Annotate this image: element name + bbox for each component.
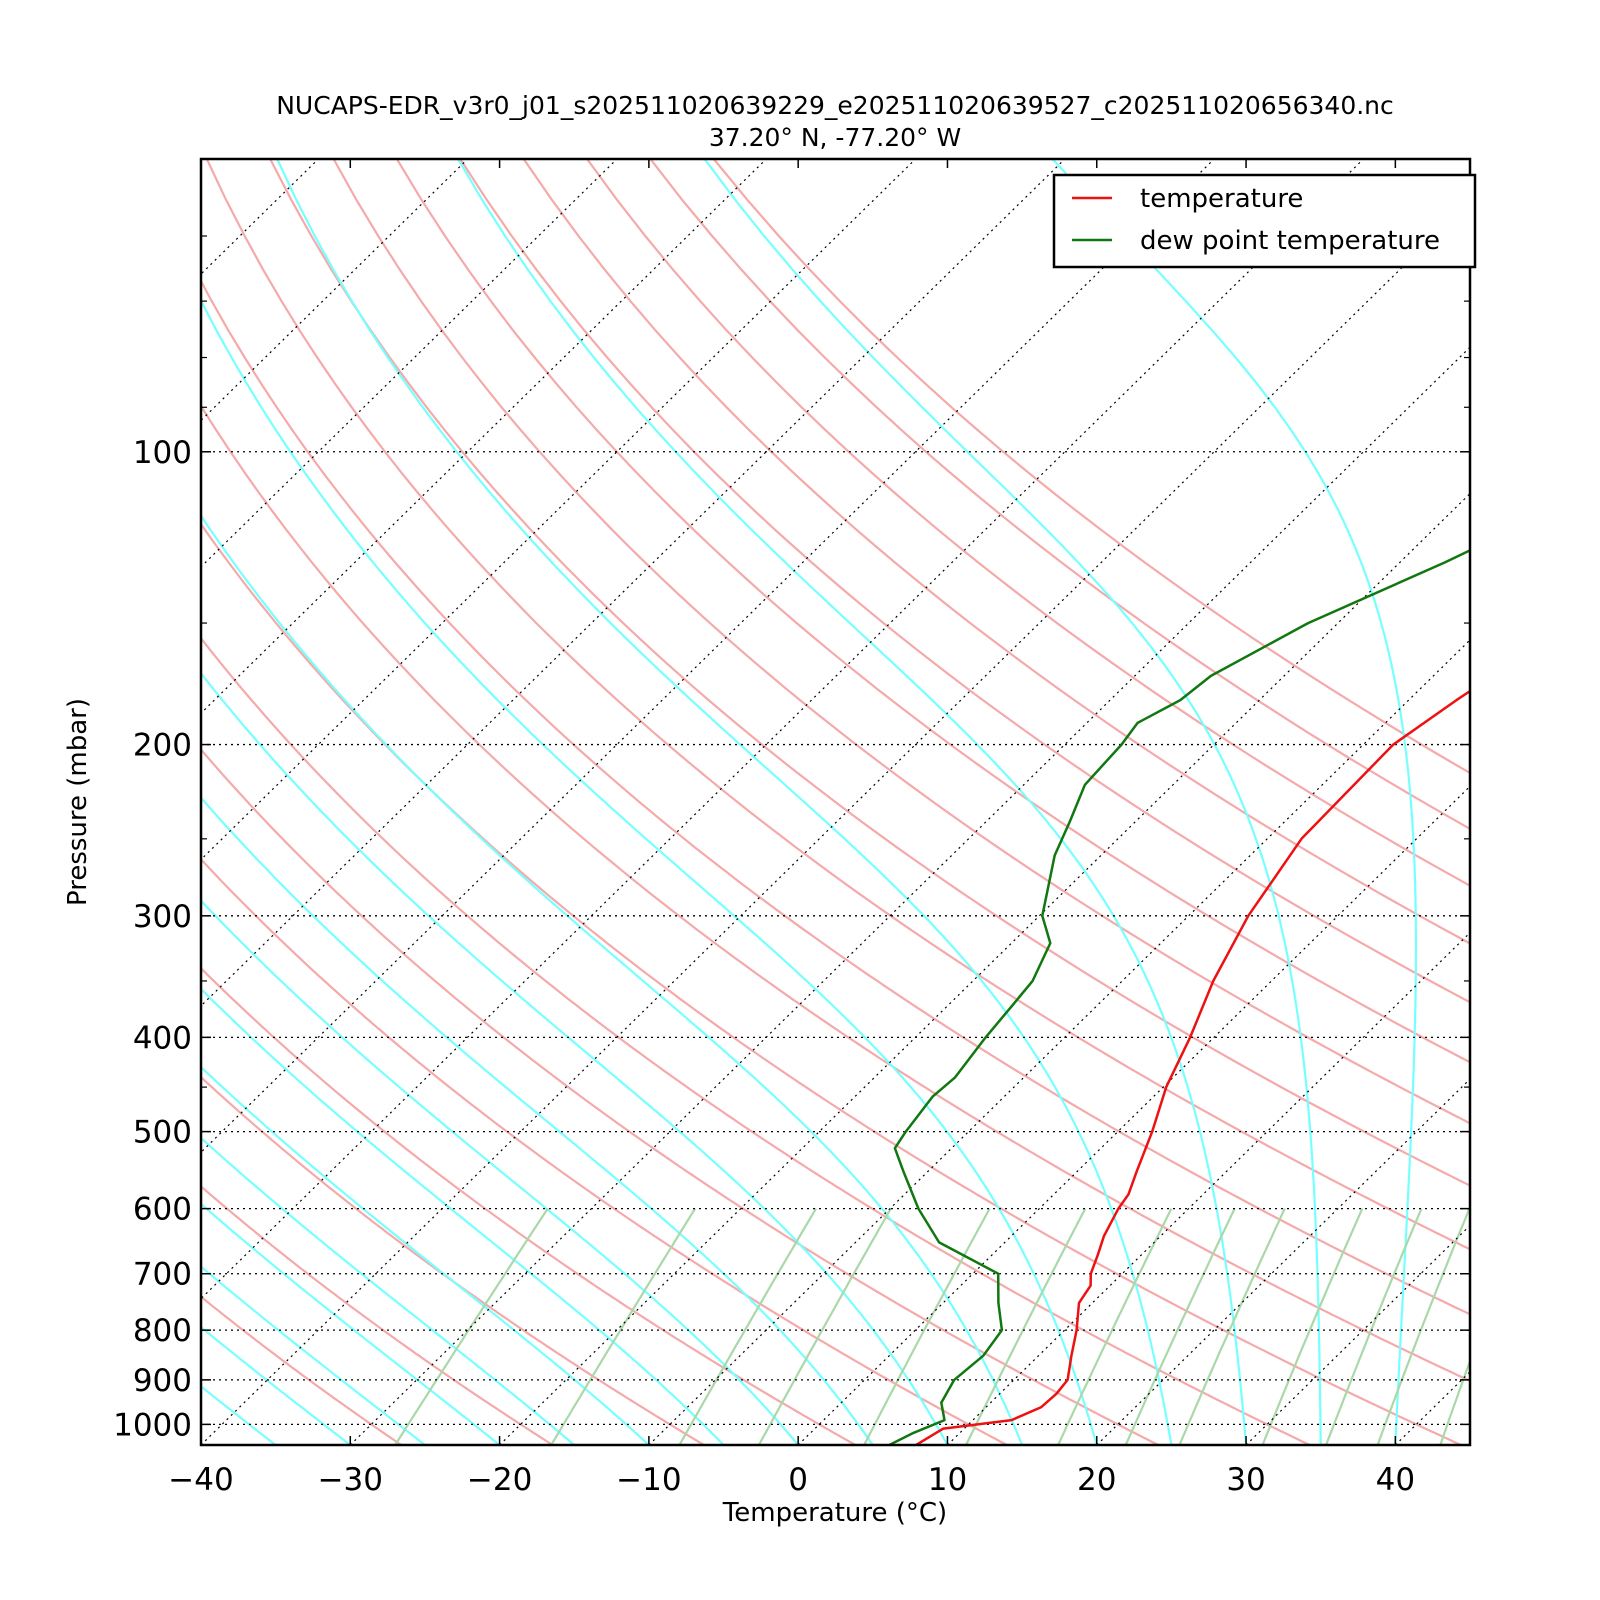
mixing-ratio-line: [863, 1208, 991, 1445]
x-tick-label: −40: [168, 1462, 233, 1498]
dry-adiabat-line: [201, 636, 1311, 1445]
x-tick-label: 30: [1226, 1462, 1265, 1498]
moist-adiabat-line: [457, 159, 1248, 1445]
temperature-line: [915, 689, 1470, 1445]
isotherm-line: [349, 346, 1470, 1445]
y-tick-label: 600: [133, 1192, 192, 1228]
dry-adiabat-line: [649, 159, 1470, 831]
moist-adiabat-line: [201, 1065, 650, 1445]
y-tick-label: 1000: [113, 1407, 192, 1443]
dry-adiabats: [201, 159, 1470, 1445]
dry-adiabat-line: [201, 1075, 705, 1445]
dry-adiabat-line: [586, 159, 1470, 887]
x-tick-label: 0: [788, 1462, 808, 1498]
dewpoint-line: [888, 548, 1470, 1445]
isotherm-line: [201, 159, 618, 568]
dry-adiabat-line: [201, 747, 1159, 1445]
y-tick-label: 300: [133, 899, 192, 935]
isotherm-line: [201, 159, 1066, 1007]
x-axis-label: Temperature (°C): [722, 1498, 947, 1528]
legend: temperature dew point temperature: [1052, 173, 1477, 269]
isotherm-line: [201, 159, 767, 715]
x-axis-ticks: −40 −30 −20 −10 0 10 20 30 40: [168, 159, 1415, 1498]
sounding-series: [888, 548, 1470, 1445]
dry-adiabat-line: [332, 159, 1470, 1125]
y-tick-label: 200: [133, 728, 192, 764]
y-tick-label: 800: [133, 1313, 192, 1349]
dry-adiabat-line: [459, 159, 1470, 1004]
isotherm-line: [201, 159, 469, 422]
isotherm-line: [947, 931, 1470, 1445]
y-axis-ticks: 100 200 300 400 500 600 700 800 900 1000: [113, 235, 1470, 1443]
dry-adiabat-line: [201, 857, 1008, 1445]
isotherm-grid: [201, 159, 1470, 1445]
moist-adiabat-line: [201, 1202, 501, 1445]
moist-adiabat-line: [201, 513, 1024, 1445]
isotherm-line: [648, 639, 1470, 1445]
dry-adiabat-line: [201, 404, 1470, 1383]
y-tick-label: 500: [133, 1115, 192, 1151]
isobar-grid: [201, 451, 1470, 1426]
y-tick-label: 100: [133, 435, 192, 471]
mixing-ratio-line: [1325, 1208, 1423, 1445]
dry-adiabat-line: [201, 1295, 402, 1445]
legend-label-dewpoint: dew point temperature: [1140, 226, 1440, 256]
chart-subtitle: 37.20° N, -77.20° W: [709, 123, 961, 152]
x-tick-label: 20: [1077, 1462, 1116, 1498]
mixing-ratio-line: [394, 1207, 549, 1445]
mixing-ratio-line: [1124, 1208, 1236, 1445]
isotherm-line: [201, 159, 1364, 1300]
plot-area: [201, 159, 1470, 1445]
isotherm-line: [797, 785, 1470, 1445]
legend-label-temperature: temperature: [1140, 184, 1303, 214]
mixing-ratio-line: [1261, 1208, 1364, 1445]
plot-frame: [199, 157, 1472, 1447]
isotherm-line: [201, 159, 916, 861]
mixing-ratio-line: [550, 1208, 697, 1445]
mixing-ratio-line: [1376, 1208, 1470, 1445]
moist-adiabat-line: [201, 987, 725, 1445]
isotherm-line: [499, 492, 1470, 1445]
x-tick-label: −10: [616, 1462, 681, 1498]
mixing-ratio-line: [757, 1208, 892, 1445]
chart-title: NUCAPS-EDR_v3r0_j01_s202511020639229_e20…: [276, 91, 1394, 120]
moist-adiabat-line: [201, 796, 874, 1445]
y-tick-label: 400: [133, 1020, 192, 1056]
legend-frame: [1052, 173, 1477, 269]
dry-adiabat-line: [269, 159, 1470, 1187]
isotherm-line: [1096, 1078, 1470, 1445]
mixing-ratio-line: [678, 1208, 817, 1445]
isotherm-line: [201, 159, 1215, 1154]
y-tick-label: 900: [133, 1363, 192, 1399]
moist-adiabat-line: [201, 298, 1098, 1445]
dry-adiabat-line: [395, 159, 1470, 1064]
moist-adiabat-line: [201, 1265, 426, 1445]
x-tick-label: −20: [467, 1462, 532, 1498]
dry-adiabat-line: [201, 278, 1470, 1316]
isotherm-line: [201, 200, 1470, 1445]
x-tick-label: −30: [318, 1462, 383, 1498]
moist-adiabat-line: [201, 1136, 575, 1445]
dry-adiabat-line: [522, 159, 1470, 945]
dry-adiabat-line: [205, 159, 1470, 1251]
y-axis-label: Pressure (mbar): [63, 698, 93, 906]
moist-adiabat-line: [201, 1325, 351, 1445]
moist-adiabat-line: [1051, 159, 1418, 1445]
mixing-ratio-line: [965, 1208, 1087, 1445]
x-tick-label: 10: [928, 1462, 967, 1498]
mixing-ratio-lines: [394, 1207, 1470, 1445]
mixing-ratio-line: [1439, 1358, 1470, 1445]
y-tick-label: 700: [133, 1257, 192, 1293]
mixing-ratio-line: [1057, 1208, 1173, 1445]
mixing-ratio-line: [1178, 1208, 1286, 1445]
isotherm-line: [1245, 1224, 1470, 1445]
moist-adiabat-line: [201, 899, 800, 1445]
x-tick-label: 40: [1376, 1462, 1415, 1498]
